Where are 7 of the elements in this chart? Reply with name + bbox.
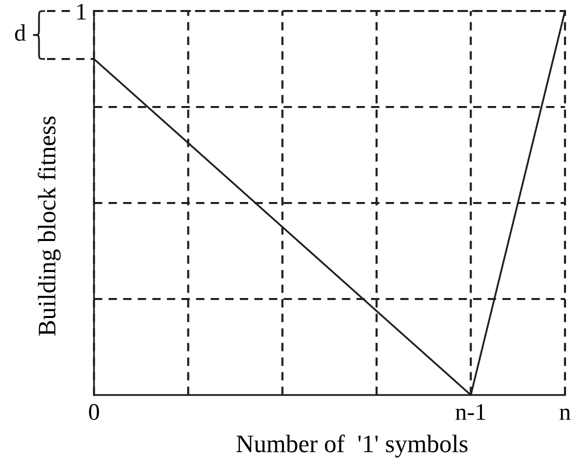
y-axis-title: Building block fitness <box>38 116 61 336</box>
x-tick-label: n <box>560 408 571 420</box>
x-axis-title: Number of '1' symbols <box>236 434 468 458</box>
x-tick-label: n-1 <box>456 404 486 420</box>
text: d <box>15 24 26 41</box>
text: 1 <box>77 4 86 20</box>
x-tick-label: 0 <box>88 404 100 420</box>
